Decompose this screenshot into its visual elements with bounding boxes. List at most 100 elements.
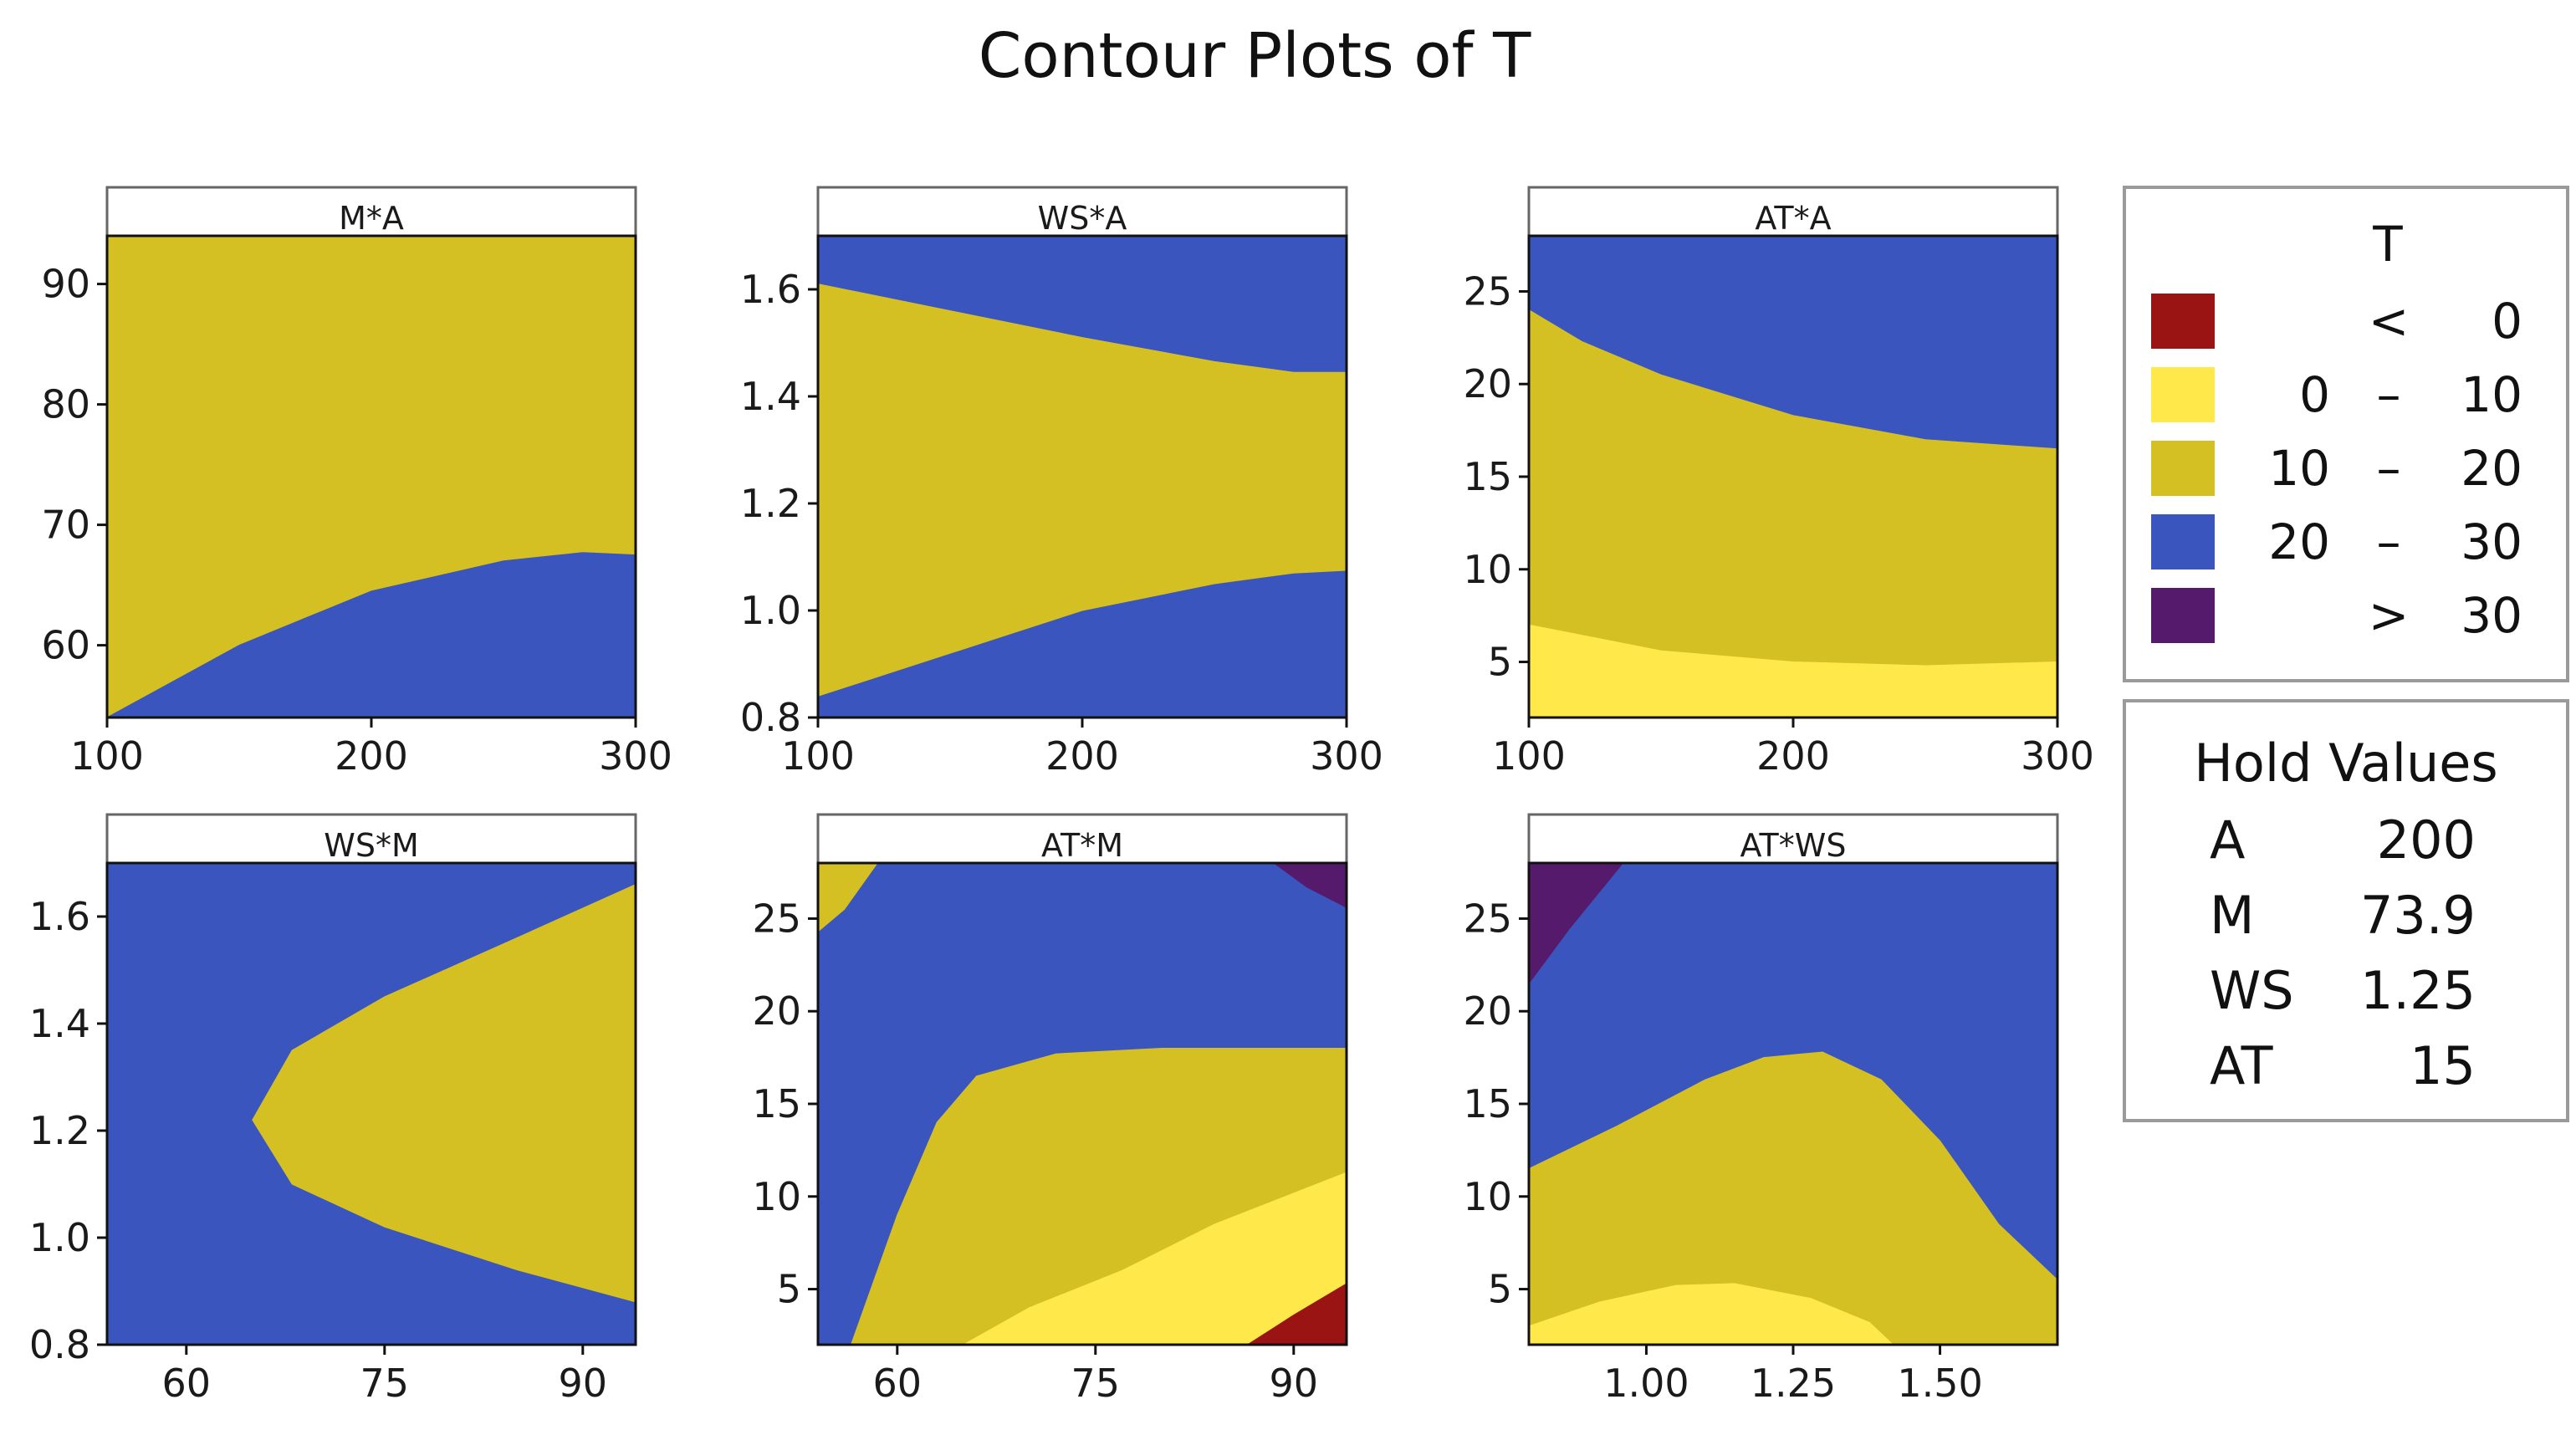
panel-regions xyxy=(818,236,1347,718)
legend-swatch-b20_30 xyxy=(2151,514,2215,569)
y-tick-label: 25 xyxy=(1463,268,1512,314)
legend-high: 30 xyxy=(2461,587,2522,644)
hold-value-name: A xyxy=(2210,809,2245,871)
x-tick-label: 1.00 xyxy=(1603,1361,1689,1406)
panel-title: AT*WS xyxy=(1740,827,1847,864)
legend-title: T xyxy=(2372,216,2403,273)
y-tick-label: 15 xyxy=(1463,1081,1512,1126)
y-tick-label: 1.2 xyxy=(29,1108,90,1153)
panel-regions xyxy=(1529,863,2057,1345)
x-tick-label: 75 xyxy=(1071,1361,1121,1406)
y-tick-label: 0.8 xyxy=(29,1322,90,1367)
x-tick-label: 75 xyxy=(360,1361,410,1406)
chart-title: Contour Plots of T xyxy=(979,20,1531,92)
y-tick-label: 80 xyxy=(41,382,90,427)
hold-value-name: AT xyxy=(2210,1035,2274,1096)
legend-high: 0 xyxy=(2492,293,2522,350)
panel-title: AT*A xyxy=(1755,200,1831,237)
y-tick-label: 60 xyxy=(41,623,90,668)
x-tick-label: 90 xyxy=(1270,1361,1319,1406)
x-tick-label: 60 xyxy=(162,1361,212,1406)
hold-value-number: 15 xyxy=(2410,1035,2476,1096)
y-tick-label: 10 xyxy=(1463,547,1512,592)
panel-title: WS*M xyxy=(324,827,418,864)
panel-regions xyxy=(1529,236,2057,718)
contour-region-b0_10 xyxy=(1529,624,2057,718)
panel-regions xyxy=(818,863,1347,1345)
x-tick-label: 300 xyxy=(1310,733,1383,779)
legend-swatch-gt30 xyxy=(2151,588,2215,643)
panel-regions xyxy=(107,863,636,1345)
y-tick-label: 5 xyxy=(777,1267,801,1312)
y-tick-label: 1.6 xyxy=(740,267,801,312)
y-tick-label: 10 xyxy=(752,1174,801,1219)
contour-region-b0_10 xyxy=(962,1172,1347,1345)
legend-swatch-lt0 xyxy=(2151,294,2215,349)
panel-ws-m: WS*M 60 75 90 0.8 1.0 1.2 1.4 1.6 xyxy=(29,813,637,1406)
contour-region-b0_10 xyxy=(1529,1283,1894,1345)
hold-value-number: 200 xyxy=(2377,809,2476,871)
y-tick-label: 1.6 xyxy=(29,894,90,939)
y-tick-label: 1.0 xyxy=(740,588,801,633)
x-tick-label: 300 xyxy=(2021,733,2094,779)
y-tick-label: 5 xyxy=(1488,1267,1512,1312)
panel-title: AT*M xyxy=(1041,827,1123,864)
legend-low: 10 xyxy=(2268,440,2330,497)
panel-title: WS*A xyxy=(1038,200,1127,237)
y-tick-label: 90 xyxy=(41,262,90,307)
panel-at-a: AT*A 100 200 300 5 10 15 20 25 xyxy=(1463,186,2094,779)
y-tick-label: 25 xyxy=(1463,896,1512,941)
y-tick-label: 25 xyxy=(752,896,801,941)
y-tick-label: 20 xyxy=(752,988,801,1034)
y-tick-label: 10 xyxy=(1463,1174,1512,1219)
legend-low: 20 xyxy=(2268,513,2330,570)
y-tick-label: 1.0 xyxy=(29,1215,90,1260)
panel-regions xyxy=(107,236,636,718)
panel-at-ws: AT*WS 1.00 1.25 1.50 5 10 15 20 25 xyxy=(1463,813,2059,1406)
y-tick-label: 1.4 xyxy=(29,1001,90,1046)
legend-swatch-b0_10 xyxy=(2151,367,2215,422)
contour-region-b20_30 xyxy=(107,552,636,718)
y-tick-label: 20 xyxy=(1463,361,1512,406)
legend-sep: – xyxy=(2377,366,2401,423)
hold-value-number: 1.25 xyxy=(2360,960,2476,1021)
x-tick-label: 200 xyxy=(1045,733,1119,779)
hold-value-name: M xyxy=(2210,885,2255,946)
panel-ws-a: WS*A 100 200 300 0.8 1.0 1.2 1.4 1.6 xyxy=(740,186,1383,779)
panel-title: M*A xyxy=(339,200,404,237)
y-tick-label: 70 xyxy=(41,503,90,548)
panel-strip xyxy=(1527,813,2059,865)
panel-strip xyxy=(105,186,637,237)
panel-strip xyxy=(816,186,1348,237)
contour-panels: M*A 100 200 300 60 70 80 90 WS*A 100 200 300 0.8 1.0 1… xyxy=(29,186,2094,1406)
legend-high: 20 xyxy=(2461,440,2522,497)
contour-region-gt30 xyxy=(1529,863,1624,984)
y-tick-label: 5 xyxy=(1488,640,1512,685)
legend-sep: > xyxy=(2369,587,2410,644)
y-tick-label: 1.2 xyxy=(740,481,801,526)
hold-value-name: WS xyxy=(2210,960,2294,1021)
panel-at-m: AT*M 60 75 90 5 10 15 20 25 xyxy=(752,813,1348,1406)
x-tick-label: 100 xyxy=(781,733,855,779)
legend-sep: – xyxy=(2377,440,2401,497)
contour-region-b10_20 xyxy=(1529,309,2057,718)
y-tick-label: 15 xyxy=(1463,454,1512,499)
x-tick-label: 100 xyxy=(1492,733,1566,779)
hold-value-number: 73.9 xyxy=(2360,885,2476,946)
contour-region-gt30 xyxy=(1273,863,1347,908)
x-tick-label: 60 xyxy=(873,1361,923,1406)
panel-strip xyxy=(816,813,1348,865)
contour-region-lt0 xyxy=(1246,1283,1347,1345)
plot-frame xyxy=(105,861,637,1346)
hold-values-title: Hold Values xyxy=(2194,733,2497,794)
x-tick-label: 1.25 xyxy=(1751,1361,1836,1406)
y-tick-label: 0.8 xyxy=(740,695,801,740)
contour-region-b10_20 xyxy=(1529,1051,2057,1345)
x-tick-label: 90 xyxy=(559,1361,608,1406)
x-tick-label: 1.50 xyxy=(1897,1361,1982,1406)
hold-values-frame xyxy=(2123,699,2569,1122)
y-tick-label: 20 xyxy=(1463,988,1512,1034)
legend-sep: – xyxy=(2377,513,2401,570)
